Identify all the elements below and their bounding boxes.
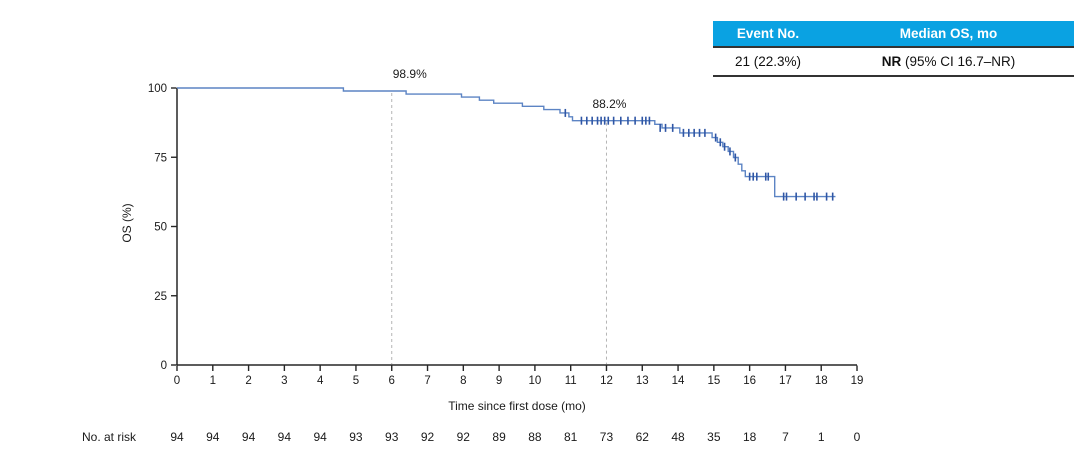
- risk-count: 62: [635, 430, 649, 444]
- risk-count: 89: [492, 430, 506, 444]
- risk-count: 93: [349, 430, 363, 444]
- median-os-nr: NR: [881, 54, 902, 69]
- y-tick-label: 0: [161, 360, 167, 372]
- risk-count: 94: [277, 430, 292, 444]
- x-tick-label: 13: [636, 375, 649, 387]
- risk-count: 92: [420, 430, 435, 444]
- y-tick-label: 25: [154, 291, 167, 303]
- risk-count: 35: [707, 430, 721, 444]
- risk-count: 94: [206, 430, 220, 444]
- summary-table-value-row: 21 (22.3%) NR (95% CI 16.7–NR): [713, 47, 1074, 77]
- summary-header-event-no: Event No.: [713, 21, 823, 48]
- risk-count: 48: [671, 430, 685, 444]
- x-tick-label: 10: [529, 375, 542, 387]
- x-tick-label: 14: [672, 375, 685, 387]
- y-tick-label: 50: [154, 222, 167, 234]
- x-tick-label: 18: [815, 375, 828, 387]
- risk-count: 94: [241, 430, 256, 444]
- x-tick-label: 9: [496, 375, 502, 387]
- median-os-ci: (95% CI 16.7–NR): [901, 54, 1016, 69]
- risk-row-label: No. at risk: [82, 430, 137, 444]
- x-tick-label: 3: [281, 375, 287, 387]
- x-tick-label: 7: [424, 375, 430, 387]
- x-tick-label: 6: [389, 375, 395, 387]
- risk-count: 93: [385, 430, 399, 444]
- y-axis-title: OS (%): [120, 203, 134, 243]
- x-tick-label: 4: [317, 375, 324, 387]
- km-curve: [177, 87, 836, 198]
- x-tick-label: 15: [707, 375, 720, 387]
- summary-table: Event No. Median OS, mo 21 (22.3%) NR (9…: [713, 21, 1074, 77]
- risk-count: 94: [170, 430, 184, 444]
- x-tick-label: 12: [600, 375, 613, 387]
- summary-header-median-os: Median OS, mo: [823, 21, 1074, 48]
- risk-count: 81: [564, 430, 578, 444]
- x-tick-label: 8: [460, 375, 466, 387]
- risk-count: 7: [782, 430, 789, 444]
- x-tick-label: 11: [565, 375, 577, 387]
- x-tick-label: 0: [174, 375, 180, 387]
- risk-count: 92: [456, 430, 470, 444]
- x-tick-label: 5: [353, 375, 359, 387]
- x-tick-label: 19: [851, 375, 864, 387]
- summary-table-header-row: Event No. Median OS, mo: [713, 21, 1074, 48]
- risk-count: 1: [817, 430, 825, 444]
- risk-count: 73: [599, 430, 614, 444]
- annotation-6mo-rate: 98.9%: [392, 67, 427, 82]
- y-tick-label: 75: [154, 152, 167, 164]
- risk-count: 18: [742, 430, 757, 444]
- x-tick-label: 1: [210, 375, 216, 387]
- y-tick-label: 100: [148, 83, 167, 95]
- risk-count: 88: [528, 430, 542, 444]
- risk-count: 0: [853, 430, 861, 444]
- summary-value-median-os: NR (95% CI 16.7–NR): [823, 47, 1074, 77]
- x-axis-title: Time since first dose (mo): [448, 399, 586, 413]
- annotation-12mo-rate: 88.2%: [592, 96, 627, 111]
- risk-count: 94: [313, 430, 327, 444]
- x-tick-label: 17: [779, 375, 792, 387]
- x-tick-label: 16: [743, 375, 756, 387]
- summary-value-event-no: 21 (22.3%): [713, 47, 823, 77]
- x-tick-label: 2: [245, 375, 251, 387]
